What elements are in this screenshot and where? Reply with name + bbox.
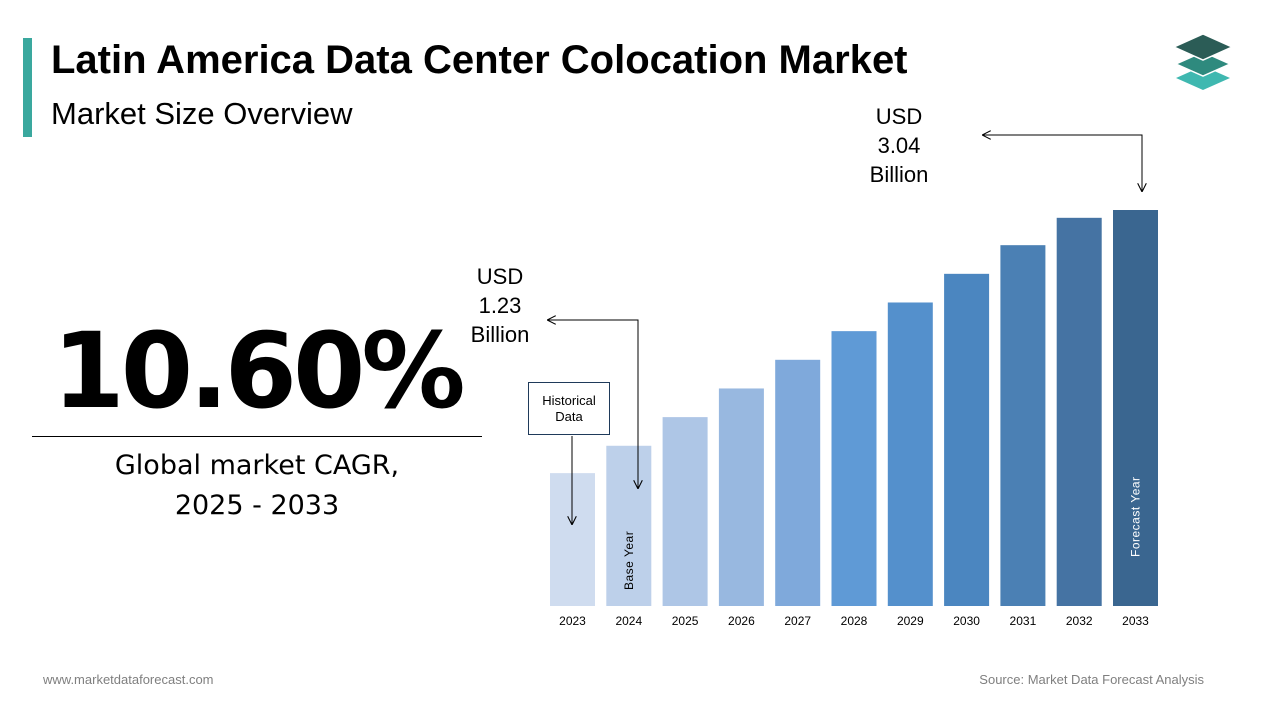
page-subtitle: Market Size Overview (51, 96, 353, 131)
end-callout-arrow (983, 135, 1142, 191)
historical-box-line1: Historical (542, 392, 596, 408)
x-tick-label-2024: 2024 (615, 614, 642, 628)
cagr-label-line1: Global market CAGR, (114, 450, 400, 481)
page-title: Latin America Data Center Colocation Mar… (51, 38, 908, 82)
x-tick-label-2027: 2027 (784, 614, 811, 628)
x-tick-label-2026: 2026 (728, 614, 755, 628)
bar-2033 (1113, 210, 1158, 606)
footer-website: www.marketdataforecast.com (43, 672, 214, 687)
bar-2030 (944, 273, 990, 606)
start-callout-line3: Billion (470, 322, 530, 347)
start-callout-arrow (548, 320, 638, 488)
x-tick-label-2033: 2033 (1122, 614, 1149, 628)
x-tick-label-2031: 2031 (1010, 614, 1037, 628)
x-tick-label-2032: 2032 (1066, 614, 1093, 628)
bar-2032 (1056, 217, 1102, 606)
cagr-value: 10.60% (52, 310, 465, 432)
x-tick-label-2028: 2028 (841, 614, 868, 628)
cagr-label-line2: 2025 - 2033 (174, 490, 340, 521)
stacked-layers-icon (1172, 33, 1234, 90)
end-value-callout: USD 3.04 Billion (839, 102, 959, 189)
end-callout-line1: USD (875, 104, 923, 129)
title-accent-bar (23, 38, 32, 137)
historical-data-box: Historical Data (528, 382, 610, 435)
footer-source: Source: Market Data Forecast Analysis (979, 672, 1204, 687)
bar-annotation-2033: Forecast Year (1129, 476, 1143, 557)
historical-box-line2: Data (555, 408, 583, 424)
x-tick-label-2023: 2023 (559, 614, 586, 628)
bar-2029 (887, 302, 933, 606)
bar-2027 (775, 359, 821, 606)
start-callout-line2: 1.23 (478, 293, 522, 318)
start-callout-line1: USD (476, 264, 524, 289)
x-tick-label-2029: 2029 (897, 614, 924, 628)
end-callout-line3: Billion (869, 162, 929, 187)
cagr-divider (32, 436, 482, 437)
bar-annotation-2024: Base Year (622, 531, 636, 590)
bar-2028 (831, 331, 877, 606)
bar-2026 (718, 388, 764, 606)
cagr-label: Global market CAGR, 2025 - 2033 (32, 446, 482, 526)
start-value-callout: USD 1.23 Billion (440, 262, 560, 349)
bar-2025 (662, 417, 708, 606)
x-tick-label-2030: 2030 (953, 614, 980, 628)
bar-2031 (1000, 245, 1046, 606)
end-callout-line2: 3.04 (877, 133, 921, 158)
x-tick-label-2025: 2025 (672, 614, 699, 628)
